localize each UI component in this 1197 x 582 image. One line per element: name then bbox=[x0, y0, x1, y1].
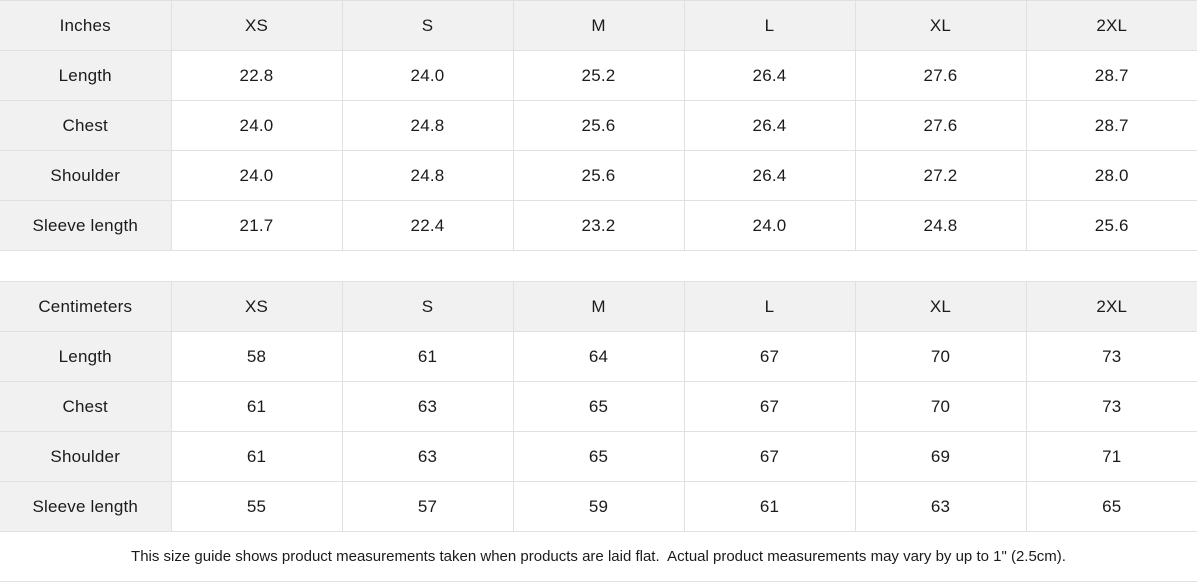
measurement-cell: 25.6 bbox=[512, 150, 685, 201]
measurement-cell: 25.2 bbox=[512, 50, 685, 101]
size-column-header-m: M bbox=[512, 0, 685, 51]
size-column-header-m: M bbox=[512, 281, 685, 332]
measurement-cell: 73 bbox=[1025, 331, 1197, 382]
measurement-cell: 24.0 bbox=[170, 150, 343, 201]
inches-size-table: Inches XS S M L XL 2XL Length 22.8 24.0 … bbox=[0, 0, 1197, 251]
measurement-cell: 61 bbox=[683, 481, 856, 532]
measurement-cell: 24.0 bbox=[683, 200, 856, 251]
table-spacer bbox=[0, 251, 1197, 281]
table-row-sleeve-length: Sleeve length 55 57 59 61 63 65 bbox=[0, 481, 1197, 532]
measurement-cell: 65 bbox=[1025, 481, 1197, 532]
measurement-cell: 27.6 bbox=[854, 50, 1027, 101]
table-row-shoulder: Shoulder 61 63 65 67 69 71 bbox=[0, 431, 1197, 482]
measurement-cell: 22.4 bbox=[341, 200, 514, 251]
measurement-cell: 64 bbox=[512, 331, 685, 382]
row-label: Shoulder bbox=[0, 431, 172, 482]
table-row-sleeve-length: Sleeve length 21.7 22.4 23.2 24.0 24.8 2… bbox=[0, 200, 1197, 251]
size-guide-note: This size guide shows product measuremen… bbox=[0, 532, 1197, 582]
row-label: Chest bbox=[0, 100, 172, 151]
measurement-cell: 61 bbox=[341, 331, 514, 382]
row-label: Length bbox=[0, 331, 172, 382]
row-label: Sleeve length bbox=[0, 200, 172, 251]
row-label: Shoulder bbox=[0, 150, 172, 201]
row-label: Sleeve length bbox=[0, 481, 172, 532]
table-row-shoulder: Shoulder 24.0 24.8 25.6 26.4 27.2 28.0 bbox=[0, 150, 1197, 201]
measurement-cell: 59 bbox=[512, 481, 685, 532]
table-row-length: Length 58 61 64 67 70 73 bbox=[0, 331, 1197, 382]
measurement-cell: 23.2 bbox=[512, 200, 685, 251]
measurement-cell: 69 bbox=[854, 431, 1027, 482]
measurement-cell: 70 bbox=[854, 331, 1027, 382]
measurement-cell: 63 bbox=[854, 481, 1027, 532]
measurement-cell: 24.8 bbox=[341, 100, 514, 151]
size-column-header-xs: XS bbox=[170, 0, 343, 51]
table-row-chest: Chest 24.0 24.8 25.6 26.4 27.6 28.7 bbox=[0, 100, 1197, 151]
measurement-cell: 24.0 bbox=[170, 100, 343, 151]
measurement-cell: 65 bbox=[512, 381, 685, 432]
measurement-cell: 28.7 bbox=[1025, 50, 1197, 101]
measurement-cell: 61 bbox=[170, 381, 343, 432]
measurement-cell: 70 bbox=[854, 381, 1027, 432]
measurement-cell: 63 bbox=[341, 431, 514, 482]
size-column-header-2xl: 2XL bbox=[1025, 0, 1197, 51]
size-column-header-l: L bbox=[683, 0, 856, 51]
table-row-length: Length 22.8 24.0 25.2 26.4 27.6 28.7 bbox=[0, 50, 1197, 101]
measurement-cell: 65 bbox=[512, 431, 685, 482]
measurement-cell: 27.6 bbox=[854, 100, 1027, 151]
measurement-cell: 26.4 bbox=[683, 50, 856, 101]
measurement-cell: 61 bbox=[170, 431, 343, 482]
size-column-header-xl: XL bbox=[854, 281, 1027, 332]
row-label: Length bbox=[0, 50, 172, 101]
measurement-cell: 24.0 bbox=[341, 50, 514, 101]
measurement-cell: 63 bbox=[341, 381, 514, 432]
size-column-header-s: S bbox=[341, 0, 514, 51]
unit-header-inches: Inches bbox=[0, 0, 172, 51]
size-column-header-xs: XS bbox=[170, 281, 343, 332]
measurement-cell: 26.4 bbox=[683, 150, 856, 201]
size-column-header-l: L bbox=[683, 281, 856, 332]
inches-header-row: Inches XS S M L XL 2XL bbox=[0, 0, 1197, 51]
measurement-cell: 67 bbox=[683, 431, 856, 482]
measurement-cell: 67 bbox=[683, 381, 856, 432]
measurement-cell: 71 bbox=[1025, 431, 1197, 482]
measurement-cell: 57 bbox=[341, 481, 514, 532]
measurement-cell: 67 bbox=[683, 331, 856, 382]
measurement-cell: 55 bbox=[170, 481, 343, 532]
centimeters-size-table: Centimeters XS S M L XL 2XL Length 58 61… bbox=[0, 281, 1197, 532]
measurement-cell: 22.8 bbox=[170, 50, 343, 101]
measurement-cell: 24.8 bbox=[854, 200, 1027, 251]
measurement-cell: 28.7 bbox=[1025, 100, 1197, 151]
row-label: Chest bbox=[0, 381, 172, 432]
measurement-cell: 21.7 bbox=[170, 200, 343, 251]
measurement-cell: 58 bbox=[170, 331, 343, 382]
measurement-cell: 24.8 bbox=[341, 150, 514, 201]
measurement-cell: 27.2 bbox=[854, 150, 1027, 201]
size-column-header-2xl: 2XL bbox=[1025, 281, 1197, 332]
measurement-cell: 25.6 bbox=[1025, 200, 1197, 251]
unit-header-centimeters: Centimeters bbox=[0, 281, 172, 332]
measurement-cell: 26.4 bbox=[683, 100, 856, 151]
measurement-cell: 25.6 bbox=[512, 100, 685, 151]
table-row-chest: Chest 61 63 65 67 70 73 bbox=[0, 381, 1197, 432]
measurement-cell: 73 bbox=[1025, 381, 1197, 432]
measurement-cell: 28.0 bbox=[1025, 150, 1197, 201]
size-column-header-s: S bbox=[341, 281, 514, 332]
size-column-header-xl: XL bbox=[854, 0, 1027, 51]
centimeters-header-row: Centimeters XS S M L XL 2XL bbox=[0, 281, 1197, 332]
